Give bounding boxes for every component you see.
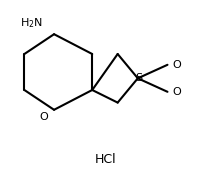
- Text: O: O: [39, 112, 48, 122]
- Text: O: O: [173, 60, 181, 70]
- Text: S: S: [135, 73, 142, 83]
- Text: H$_2$N: H$_2$N: [20, 17, 43, 30]
- Text: O: O: [173, 87, 181, 97]
- Text: HCl: HCl: [95, 153, 117, 166]
